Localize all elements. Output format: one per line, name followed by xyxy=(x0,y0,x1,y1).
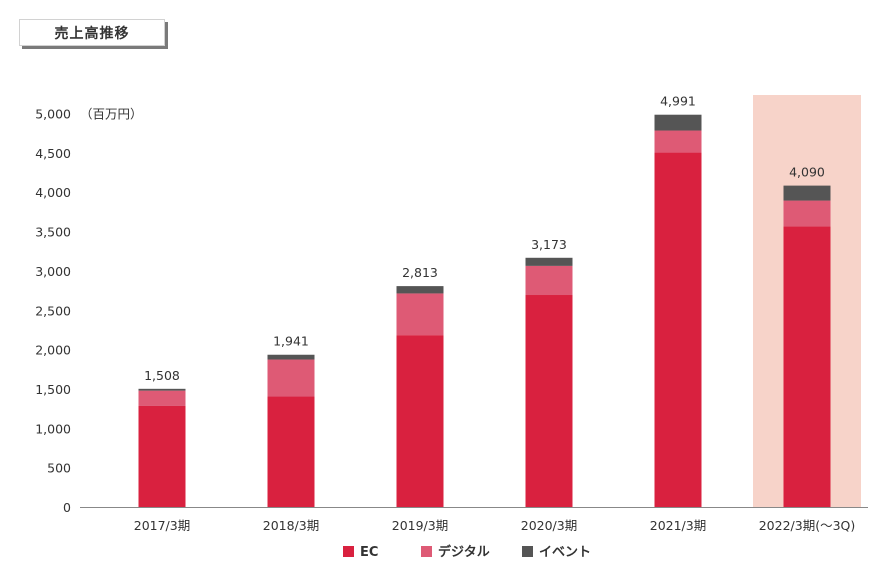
bar-ec-1 xyxy=(138,405,186,508)
legend-swatch-ec xyxy=(343,546,354,557)
y-tick-label: 3,000 xyxy=(35,264,71,279)
legend-swatch-digital xyxy=(421,546,432,557)
bar-ec-4 xyxy=(525,295,573,508)
x-tick-label: 2019/3期 xyxy=(392,518,448,533)
bar-digital-5 xyxy=(654,130,702,153)
y-tick-label: 0 xyxy=(63,500,71,515)
y-tick-label: 4,500 xyxy=(35,146,71,161)
bar-event-3 xyxy=(396,286,444,294)
y-tick-label: 2,000 xyxy=(35,343,71,358)
bar-event-5 xyxy=(654,114,702,131)
bar-digital-2 xyxy=(267,359,315,397)
y-tick-label: 500 xyxy=(47,461,71,476)
chart-title-box: 売上高推移 xyxy=(19,19,165,46)
legend-swatch-event xyxy=(522,546,533,557)
bar-event-6 xyxy=(783,185,831,201)
total-label: 4,090 xyxy=(789,165,825,180)
bar-digital-1 xyxy=(138,390,186,406)
y-tick-label: 4,000 xyxy=(35,185,71,200)
total-label: 4,991 xyxy=(660,94,696,109)
x-tick-label: 2017/3期 xyxy=(134,518,190,533)
unit-label: （百万円） xyxy=(80,107,143,122)
axis-layer: 0 500 1,000 1,500 2,000 2,500 3,000 3,500 4,000 4… xyxy=(35,107,868,515)
total-label: 1,941 xyxy=(273,334,309,349)
y-tick-label: 1,000 xyxy=(35,421,71,436)
total-label: 1,508 xyxy=(144,368,180,383)
bar-ec-2 xyxy=(267,396,315,508)
bar-digital-3 xyxy=(396,293,444,336)
legend: EC デジタル イベント xyxy=(343,544,591,560)
chart-title: 売上高推移 xyxy=(54,25,130,42)
bars-layer xyxy=(138,114,831,508)
total-label: 2,813 xyxy=(402,265,438,280)
x-tick-label: 2018/3期 xyxy=(263,518,319,533)
bar-event-4 xyxy=(525,257,573,266)
bar-event-1 xyxy=(138,388,186,391)
labels-layer: 1,508 2017/3期 1,941 2018/3期 2,813 2019/3期 3,17… xyxy=(134,94,856,533)
legend-label-digital: デジタル xyxy=(438,544,490,560)
bar-ec-5 xyxy=(654,152,702,508)
y-tick-label: 1,500 xyxy=(35,382,71,397)
bar-ec-6 xyxy=(783,226,831,508)
bar-digital-6 xyxy=(783,200,831,227)
bar-ec-3 xyxy=(396,335,444,508)
bar-digital-4 xyxy=(525,265,573,296)
total-label: 3,173 xyxy=(531,237,567,252)
y-tick-label: 2,500 xyxy=(35,303,71,318)
x-tick-label: 2020/3期 xyxy=(521,518,577,533)
legend-label-ec: EC xyxy=(360,545,378,560)
y-tick-label: 5,000 xyxy=(35,107,71,122)
bar-event-2 xyxy=(267,354,315,360)
x-tick-label: 2021/3期 xyxy=(650,518,706,533)
y-tick-label: 3,500 xyxy=(35,225,71,240)
x-tick-label: 2022/3期(〜3Q) xyxy=(759,518,856,533)
legend-label-event: イベント xyxy=(539,545,591,560)
